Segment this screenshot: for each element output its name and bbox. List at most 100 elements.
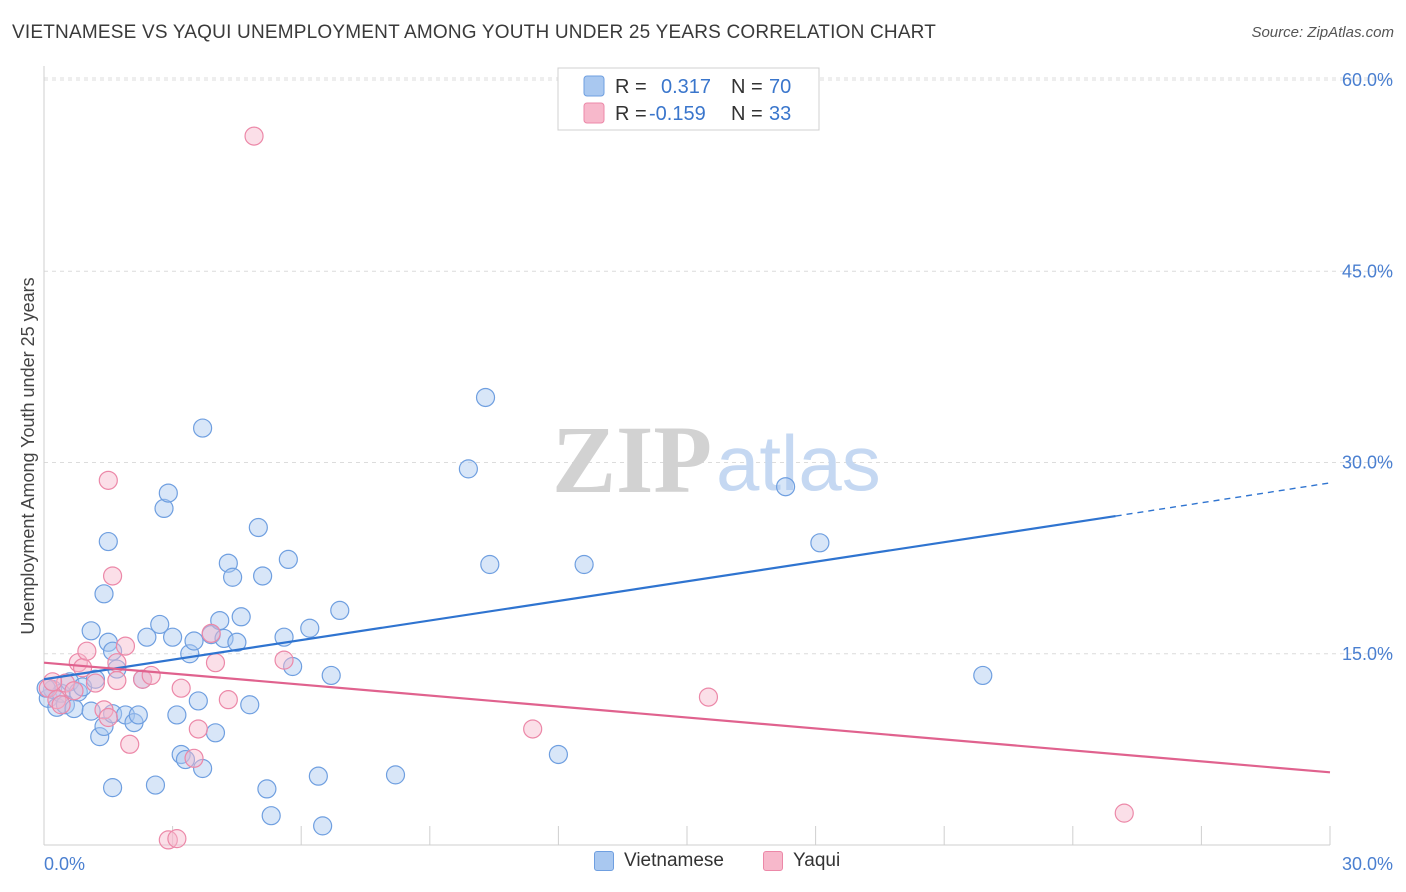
point-yaqui (102, 566, 123, 586)
legend-item-vietnamese[interactable]: Vietnamese (594, 850, 724, 872)
point-vietnamese (163, 627, 183, 647)
point-vietnamese (300, 618, 320, 638)
legend-r-label: R = (615, 103, 647, 125)
point-vietnamese (475, 387, 496, 408)
trend-line-vietnamese (43, 514, 1116, 681)
point-vietnamese (458, 459, 478, 479)
point-yaqui (171, 678, 191, 698)
watermark-zip: ZIP (552, 406, 712, 513)
grid-lines (44, 77, 1394, 655)
legend-r-label: R = (615, 76, 647, 98)
point-yaqui (167, 829, 187, 849)
point-vietnamese (167, 705, 187, 725)
point-vietnamese (188, 691, 208, 711)
trend-line-yaqui (43, 661, 1331, 774)
point-yaqui (523, 719, 543, 739)
point-yaqui (85, 673, 106, 693)
legend-n-label: N = (731, 103, 763, 125)
legend-swatch-vietnamese (583, 75, 605, 97)
chart-source: Source: ZipAtlas.com (1251, 24, 1394, 41)
point-vietnamese (973, 665, 993, 686)
legend-item-yaqui[interactable]: Yaqui (763, 850, 840, 872)
point-vietnamese (102, 641, 123, 661)
point-vietnamese (385, 765, 406, 785)
axes (43, 66, 1331, 846)
legend-r-value: -0.159 (649, 103, 706, 125)
legend-n-value: 33 (769, 103, 791, 125)
tick-labels: 15.0% 30.0% 45.0% 60.0% 0.0% 30.0% (44, 70, 1393, 874)
point-yaqui (218, 690, 238, 710)
watermark: ZIP atlas (552, 406, 881, 513)
point-yaqui (120, 734, 140, 754)
point-vietnamese (248, 517, 268, 538)
legend-swatch (594, 851, 614, 871)
point-yaqui (42, 672, 63, 692)
y-tick-label: 60.0% (1342, 70, 1393, 90)
point-vietnamese (214, 628, 234, 649)
point-yaqui (64, 681, 84, 701)
y-tick-label: 15.0% (1342, 644, 1393, 664)
point-vietnamese (810, 533, 830, 553)
point-vietnamese (137, 627, 157, 647)
point-yaqui (98, 707, 118, 728)
point-yaqui (201, 623, 221, 643)
point-vietnamese (158, 483, 178, 503)
point-vietnamese (150, 614, 170, 635)
point-vietnamese (128, 705, 148, 725)
point-vietnamese (193, 418, 213, 438)
point-vietnamese (90, 727, 110, 747)
trend-layer (43, 482, 1331, 774)
point-vietnamese (205, 723, 226, 743)
legend-swatch (763, 851, 783, 871)
series-legend: Vietnamese Yaqui (0, 850, 1406, 880)
point-yaqui (1114, 803, 1134, 823)
watermark-atlas: atlas (716, 419, 881, 507)
point-vietnamese (94, 584, 114, 604)
point-vietnamese (145, 775, 166, 795)
x-tick-label: 0.0% (44, 854, 85, 874)
legend-label: Yaqui (793, 850, 841, 871)
point-vietnamese (102, 778, 123, 798)
chart-title: VIETNAMESE VS YAQUI UNEMPLOYMENT AMONG Y… (12, 22, 937, 43)
point-vietnamese (321, 665, 341, 686)
point-yaqui (115, 636, 136, 656)
point-vietnamese (548, 744, 569, 765)
point-yaqui (188, 719, 208, 739)
legend-n-label: N = (731, 76, 763, 98)
point-vietnamese (257, 779, 277, 799)
legend-n-value: 70 (769, 76, 791, 98)
legend-label: Vietnamese (624, 850, 724, 871)
points-layer (36, 126, 1134, 850)
point-yaqui (184, 748, 204, 768)
legend-swatch-yaqui (583, 102, 605, 124)
point-vietnamese (240, 695, 260, 715)
point-yaqui (244, 126, 264, 146)
point-yaqui (77, 641, 97, 661)
point-vietnamese (98, 531, 118, 552)
point-yaqui (51, 695, 71, 715)
correlation-legend: R = 0.317 N = 70 R = -0.159 N = 33 (557, 67, 820, 131)
y-tick-label: 45.0% (1342, 261, 1393, 281)
point-vietnamese (223, 567, 243, 587)
point-vietnamese (261, 806, 281, 826)
legend-r-value: 0.317 (661, 76, 711, 98)
point-yaqui (274, 650, 294, 670)
point-vietnamese (81, 621, 101, 641)
point-vietnamese (184, 631, 204, 651)
trend-extension-vietnamese (1115, 482, 1331, 517)
y-tick-label: 30.0% (1342, 453, 1393, 473)
point-yaqui (698, 687, 719, 707)
point-vietnamese (330, 600, 350, 621)
point-yaqui (205, 653, 226, 673)
point-yaqui (141, 665, 161, 686)
point-vietnamese (154, 498, 174, 518)
point-vietnamese (231, 607, 251, 627)
point-vietnamese (480, 554, 500, 575)
y-axis-title: Unemployment Among Youth under 25 years (18, 277, 38, 634)
point-vietnamese (227, 632, 247, 652)
point-vietnamese (574, 554, 594, 575)
point-vietnamese (313, 816, 333, 836)
point-vietnamese (775, 477, 796, 497)
point-vietnamese (253, 566, 273, 586)
